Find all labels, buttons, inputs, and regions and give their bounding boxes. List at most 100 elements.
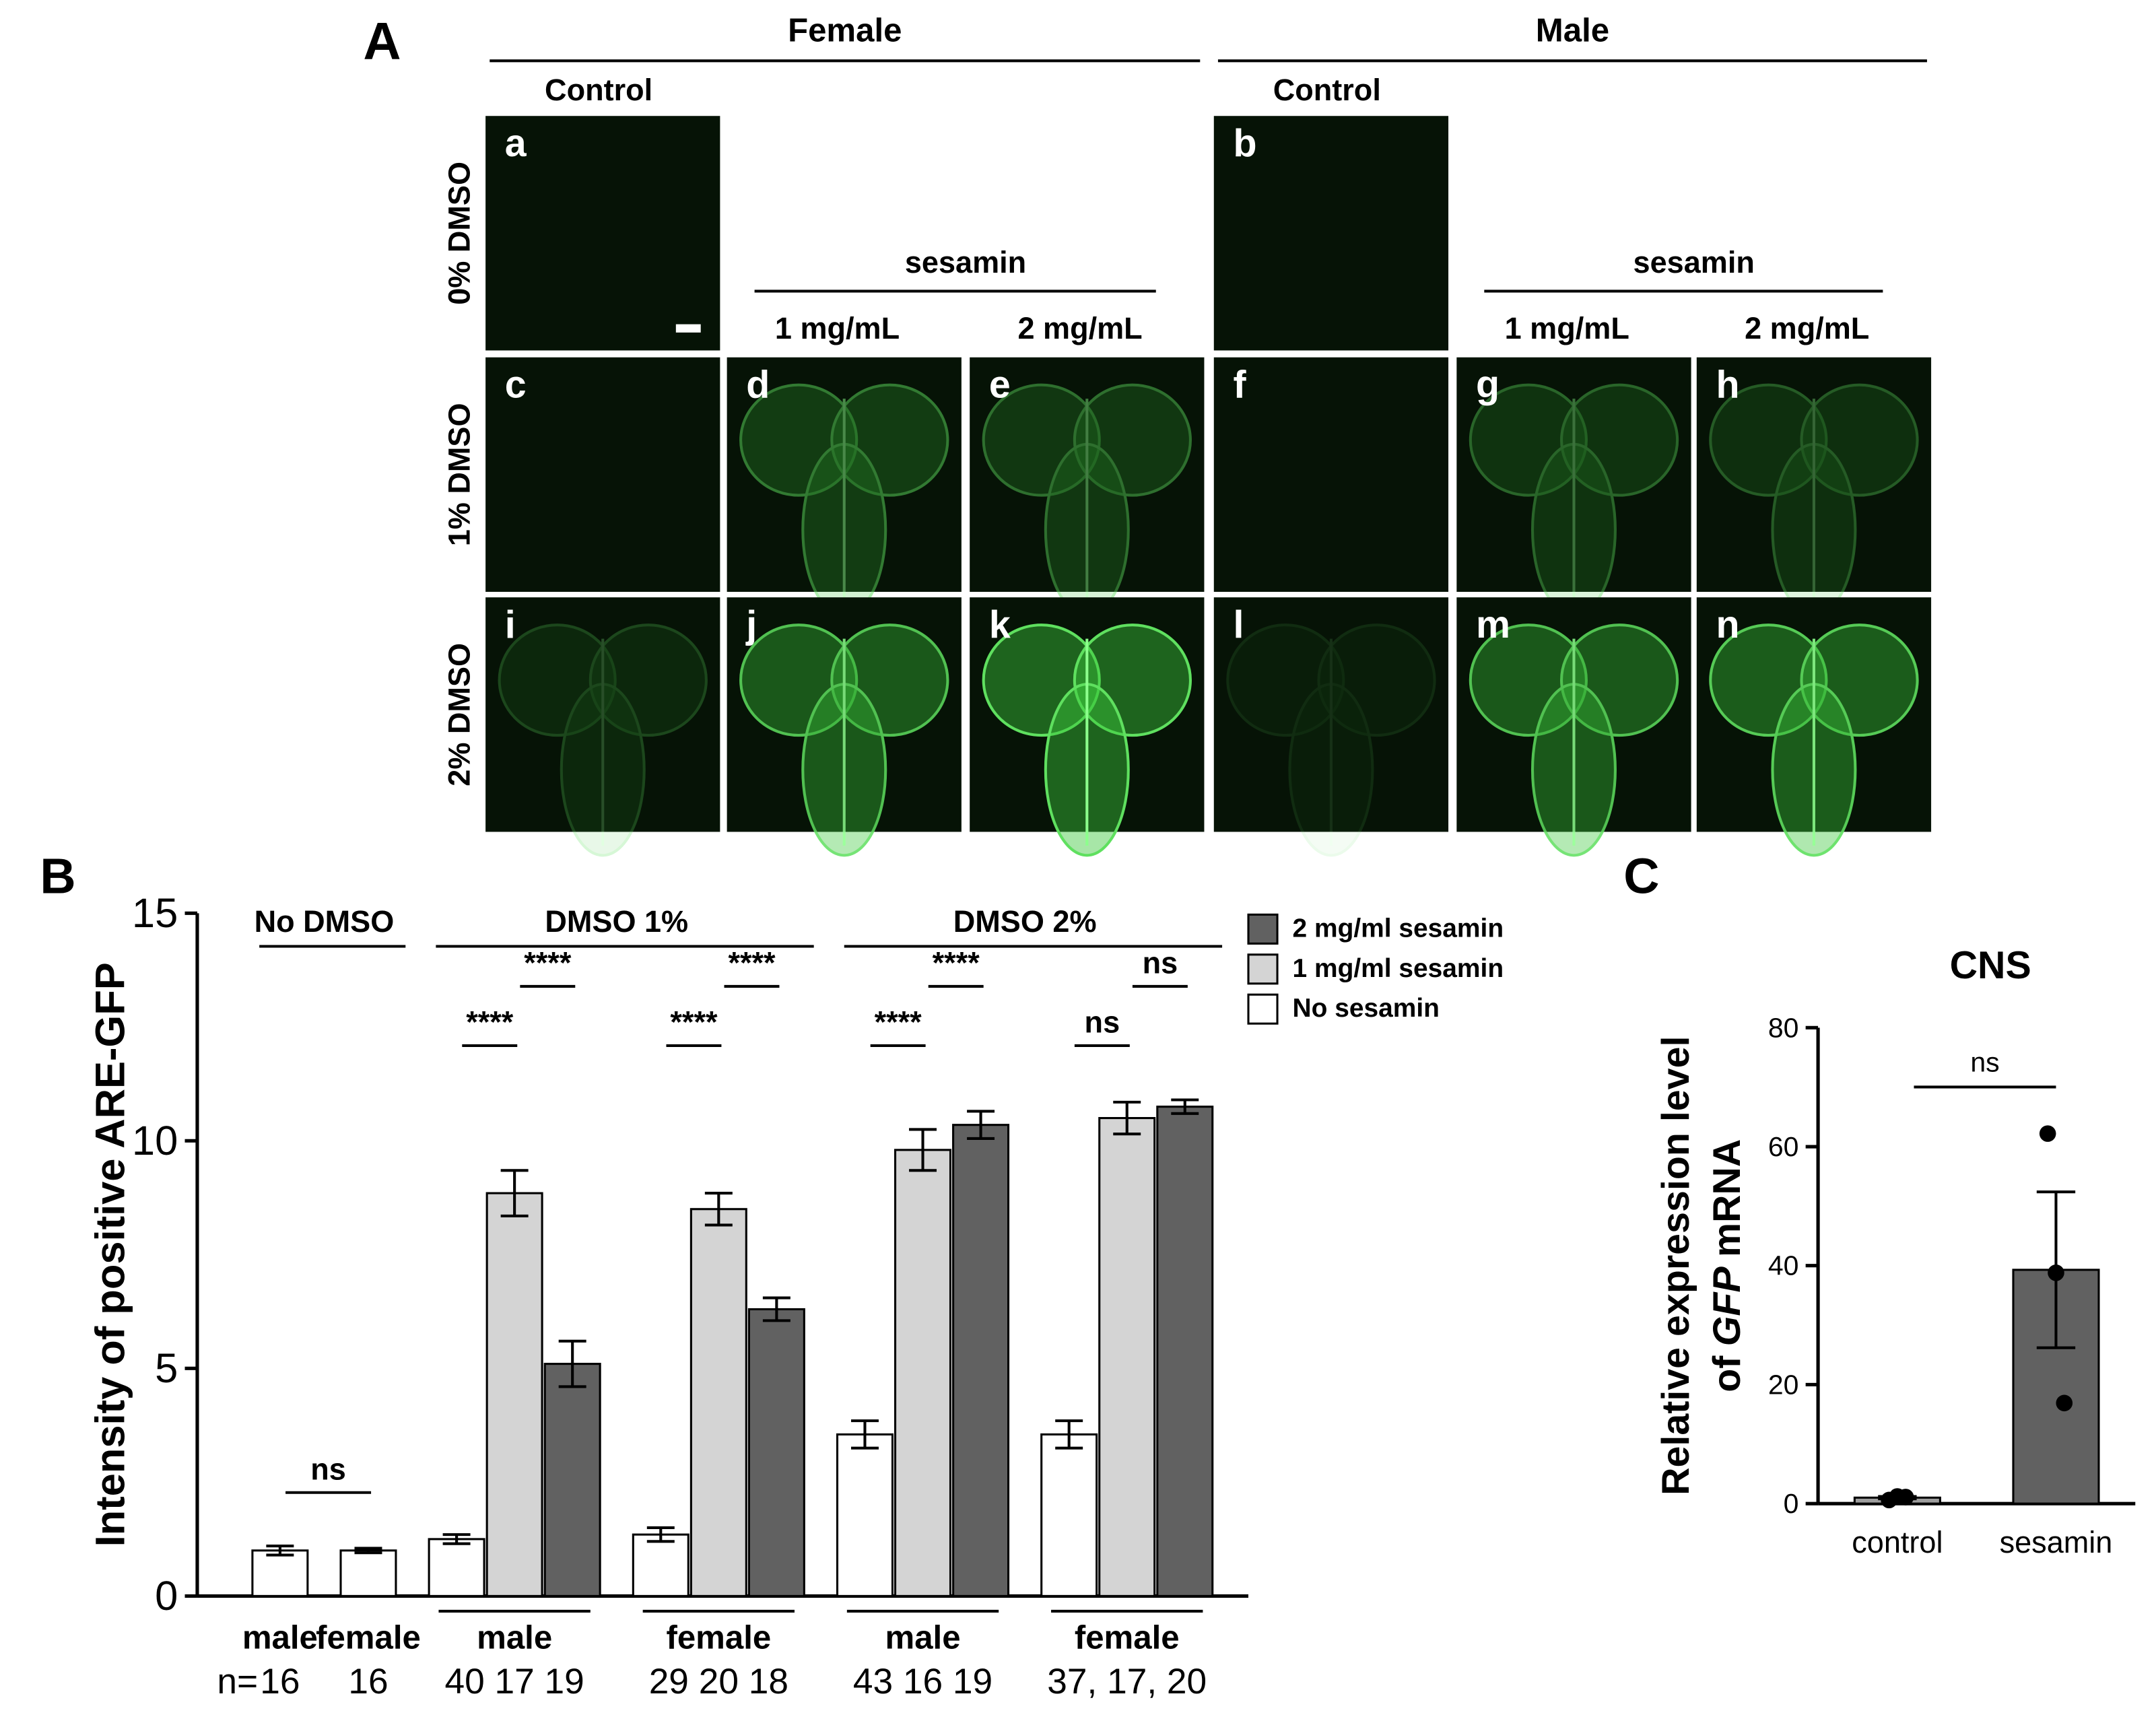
brain-lobe [1800,383,1919,497]
x-tick-label: male [477,1619,552,1656]
legend-swatch [1247,993,1279,1025]
comparison-label: **** [524,946,572,980]
tile-letter: g [1476,364,1500,407]
y-axis-label: Intensity of positive ARE-GFP [87,962,133,1547]
x-tick-label: sesamin [2000,1525,2113,1559]
x-tick-label: male [242,1619,318,1656]
row-label: 1% DMSO [442,403,477,546]
brain-image [739,623,949,857]
data-point [2048,1264,2064,1281]
bar [894,1149,952,1597]
panel-label: B [40,848,75,904]
y-tick-label: 5 [155,1345,178,1392]
tile-letter: l [1233,603,1244,646]
brain-lobe [588,623,708,737]
legend-label: 2 mg/ml sesamin [1293,914,1504,943]
error-bar [646,1526,675,1543]
comparison-label: ns [1143,946,1178,980]
y-tick-label: 0 [155,1573,178,1619]
comparison-label: **** [933,946,980,980]
brain-lobe [830,383,949,497]
brain-lobe [982,383,1101,497]
micrograph [485,116,720,351]
n-label: 40 17 19 [444,1662,584,1701]
row-label: 2% DMSO [442,643,477,786]
bar [543,1363,601,1597]
treatment-label: sesamin [1633,245,1755,279]
y-tick-label: 10 [132,1118,178,1164]
y-axis-label: of GFP mRNA [1706,1139,1749,1392]
tile-letter: e [989,364,1011,407]
tile-letter: k [989,603,1011,646]
brain-lobe [1288,683,1374,857]
micrograph [1456,357,1691,592]
brain-lobe [1073,623,1192,737]
brain-lobe [739,623,858,737]
comparison-label: **** [875,1005,922,1040]
tile-letter: c [505,364,527,407]
tile-letter: m [1476,603,1510,646]
x-tick-label: female [1075,1619,1180,1656]
brain-lobe [1709,383,1828,497]
group-label: No DMSO [255,904,395,939]
bar [251,1549,309,1597]
brain-lobe [1559,383,1679,497]
legend-swatch [1247,953,1279,985]
chart-title: CNS [1950,944,2031,987]
n-prefix: n= [217,1662,258,1701]
error-bar [909,1128,937,1172]
tile-letter: b [1233,122,1256,165]
bar [428,1538,485,1597]
scale-bar [675,324,701,333]
y-tick-label: 60 [1768,1131,1799,1162]
data-point [1897,1489,1914,1506]
y-axis-label-part: mRNA [1706,1139,1749,1257]
error-bar [1171,1098,1199,1115]
brain-image [1469,623,1679,857]
brain-image [498,623,708,857]
control-label: Control [545,73,652,107]
comparison-label: **** [670,1005,718,1040]
y-tick-label: 15 [132,890,178,937]
y-axis-label-part: GFP [1706,1266,1749,1347]
data-point [2056,1394,2073,1412]
y-tick-label: 0 [1784,1488,1799,1519]
bar [1098,1117,1156,1597]
error-bar [500,1169,529,1217]
n-label: 16 [260,1662,300,1701]
micrograph [970,357,1205,592]
error-bar [1113,1100,1141,1136]
n-label: 43 16 19 [853,1662,992,1701]
brain-image [982,623,1192,857]
group-label: DMSO 1% [545,904,688,939]
x-tick-label: male [885,1619,961,1656]
y-axis-label-part: of [1706,1355,1749,1392]
treatment-label: sesamin [905,245,1026,279]
tile-letter: j [745,603,757,646]
micrograph [485,357,720,592]
n-label: 37, 17, 20 [1047,1662,1207,1701]
brain-lobe [982,623,1101,737]
bar [339,1549,397,1597]
tile-letter: i [505,603,516,646]
legend-swatch [1247,913,1279,945]
micrograph [1213,357,1449,592]
error-bar [1055,1419,1083,1450]
bar [1040,1433,1098,1597]
panel-label: C [1623,848,1659,904]
y-axis-label: Relative expression level [1654,1036,1697,1495]
brain-image [1226,623,1436,857]
bar [485,1192,543,1597]
x-tick-label: female [316,1619,421,1656]
group-label: DMSO 2% [953,904,1097,939]
brain-lobe [1469,623,1588,737]
y-tick-label: 40 [1768,1250,1799,1281]
error-bar [442,1533,471,1545]
bar [632,1533,689,1597]
micrograph [1213,597,1449,832]
brain-lobe [830,623,949,737]
y-tick-label: 20 [1768,1369,1799,1400]
dose-label: 2 mg/mL [1017,311,1142,345]
n-label: 29 20 18 [649,1662,788,1701]
